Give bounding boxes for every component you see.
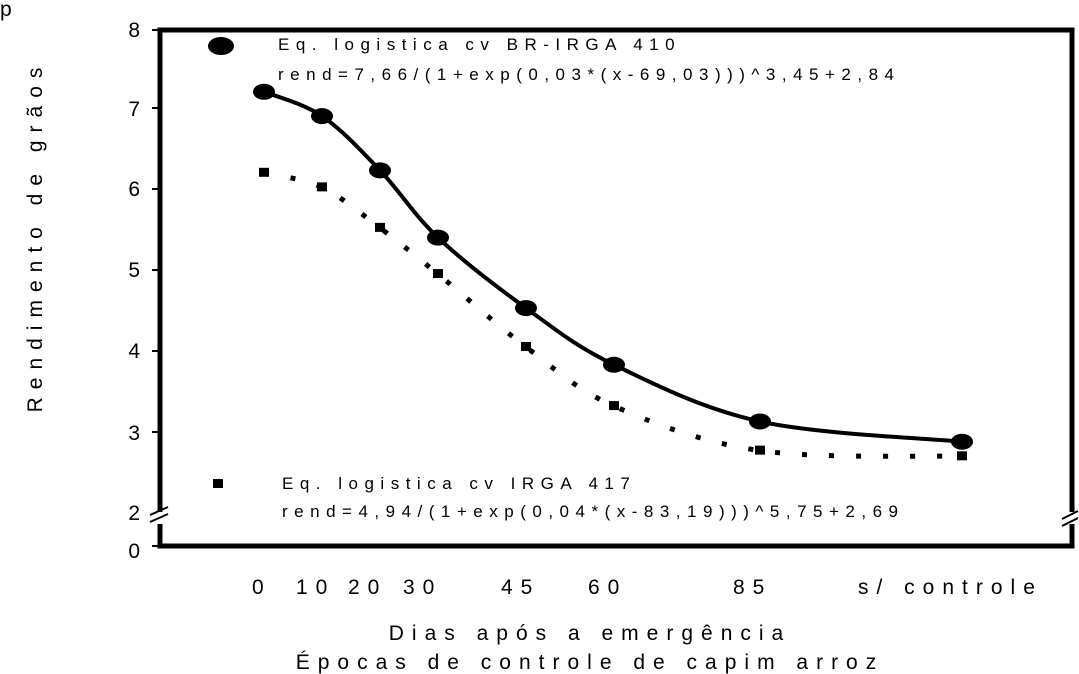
clipped-header-text: p: [0, 0, 12, 21]
x-axis-title: Dias após a emergência: [389, 622, 791, 645]
legend-marker-square: [213, 479, 223, 488]
x-tick-label-85: 85: [733, 576, 772, 599]
y-axis-break-left: [149, 506, 172, 524]
x-tick-label-0: 0: [252, 576, 272, 599]
y-tick-label-3: 3: [128, 422, 140, 445]
legend-label-series-1: Eq. logistica cv BR-IRGA 410: [278, 35, 681, 54]
series-1-point-60: [603, 356, 625, 373]
series-2-point-0: [259, 167, 269, 177]
y-tick-label-7: 7: [128, 98, 140, 121]
series-2-point-85: [755, 445, 765, 455]
series-2-point-120: [957, 451, 967, 461]
series-2-point-30: [433, 269, 443, 279]
x-tick-label-s-controle: s/ controle: [858, 576, 1043, 599]
series-2-line: [263, 170, 963, 459]
series-1-point-30: [427, 229, 449, 246]
x-tick-label-60: 60: [588, 576, 627, 599]
series-1-point-10: [311, 108, 333, 125]
legend-series-1: Eq. logistica cv BR-IRGA 410 rend=7,66/(…: [208, 35, 901, 84]
data-layer: [253, 83, 973, 461]
y-tick-label-2: 2: [128, 502, 140, 525]
y-axis-break-right: [1061, 510, 1079, 527]
y-tick-label-6: 6: [128, 178, 140, 201]
legend-label-series-2: Eq. logistica cv IRGA 417: [282, 474, 636, 493]
series-1-line: [263, 89, 963, 444]
y-tick-label-5: 5: [128, 259, 140, 282]
series-2-point-45: [521, 341, 531, 351]
x-tick-label-30: 30: [403, 576, 442, 599]
series-1-point-85: [749, 413, 771, 430]
plot-frame: [157, 27, 1075, 549]
x-axis-subtitle: Épocas de controle de capim arroz: [296, 651, 885, 674]
x-tick-label-10: 10: [296, 576, 335, 599]
y-tick-label-8: 8: [128, 19, 140, 42]
y-tick-label-0: 0: [128, 540, 140, 563]
y-tick-label-4: 4: [128, 340, 140, 363]
legend-series-2: Eq. logistica cv IRGA 417 rend=4,94/(1+e…: [213, 474, 905, 521]
series-1-point-120: [951, 433, 973, 450]
series-1-point-20: [369, 162, 391, 179]
x-axis: 0 10 20 30 45 60 85 s/ controle: [252, 576, 1043, 599]
series-2-point-10: [317, 182, 327, 192]
legend-equation-series-2: rend=4,94/(1+exp(0,04*(x-83,19)))^5,75+2…: [282, 502, 905, 521]
x-tick-label-20: 20: [348, 576, 387, 599]
series-2-point-60: [609, 401, 619, 411]
series-2-point-20: [375, 222, 385, 232]
x-tick-label-45: 45: [501, 576, 540, 599]
series-1-point-0: [253, 83, 275, 100]
y-axis-title: Rendimento de grãos: [24, 60, 47, 413]
legend-equation-series-1: rend=7,66/(1+exp(0,03*(x-69,03)))^3,45+2…: [278, 65, 901, 84]
legend-marker-circle: [208, 37, 234, 55]
y-axis: 8 7 6 5 4 3 2 0: [128, 19, 160, 563]
series-1-point-45: [515, 300, 537, 317]
